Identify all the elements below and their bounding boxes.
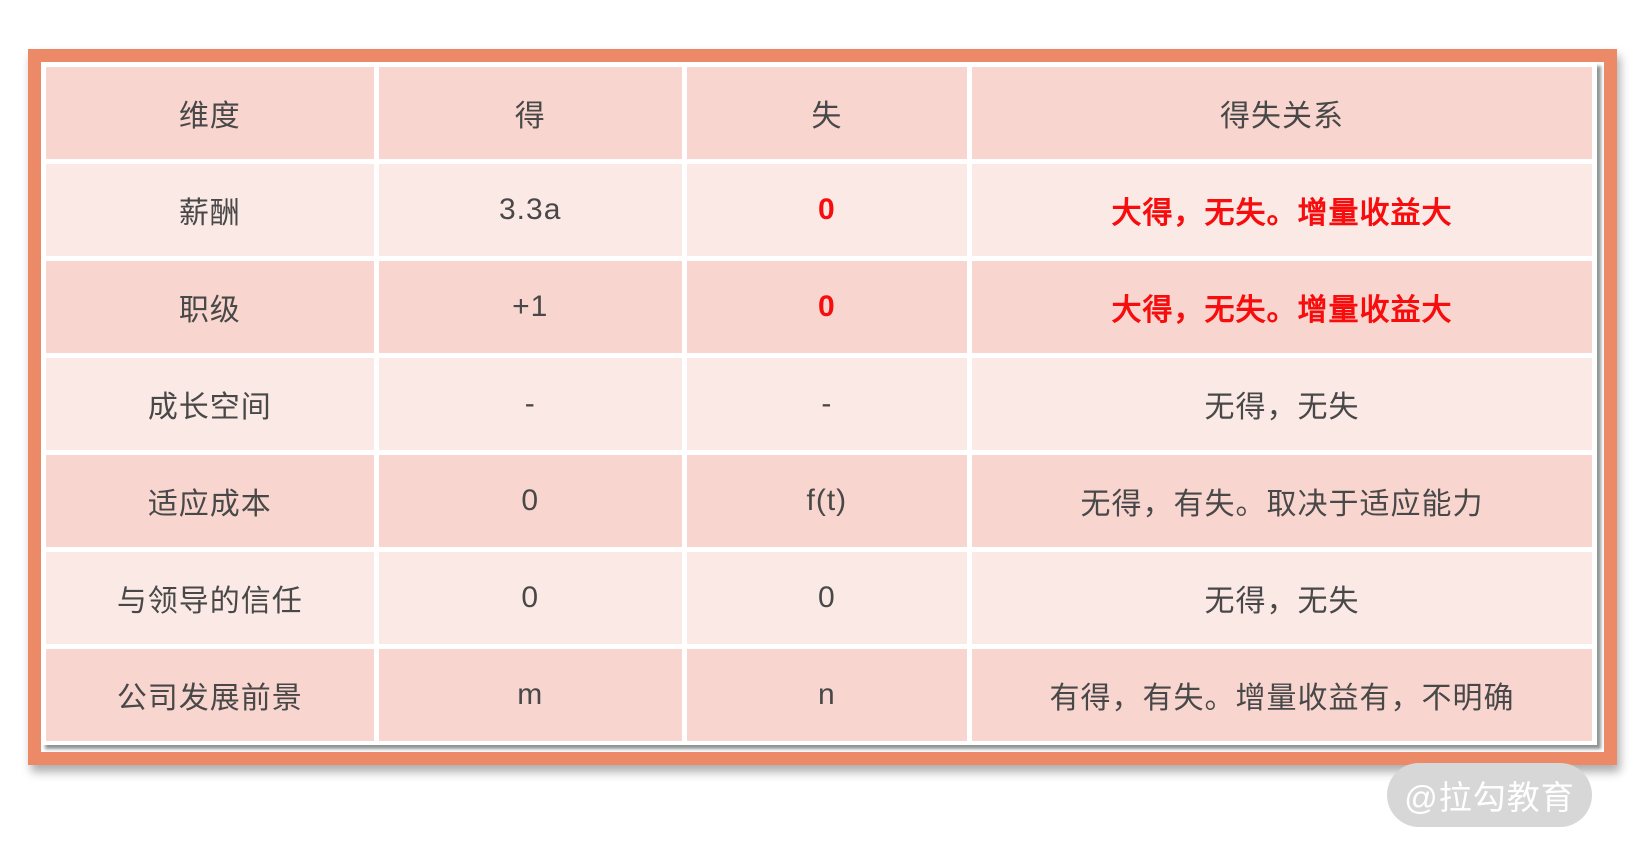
- cell-dimension: 薪酬: [46, 164, 374, 256]
- cell-dimension: 与领导的信任: [46, 552, 374, 644]
- cell-loss: 0: [686, 164, 967, 256]
- cell-gain: 3.3a: [378, 164, 682, 256]
- cell-gain: 0: [378, 552, 682, 644]
- cell-dimension: 成长空间: [46, 358, 374, 450]
- cell-loss: -: [686, 358, 967, 450]
- cell-loss: 0: [686, 552, 967, 644]
- cell-relation: 无得，有失。取决于适应能力: [971, 455, 1592, 547]
- header-loss: 失: [686, 67, 967, 159]
- watermark-badge: @拉勾教育: [1387, 763, 1592, 827]
- header-relation: 得失关系: [971, 67, 1592, 159]
- header-dimension: 维度: [46, 67, 374, 159]
- cell-loss: f(t): [686, 455, 967, 547]
- table-row-salary: 薪酬 3.3a 0 大得，无失。增量收益大: [46, 164, 1592, 256]
- cell-gain: +1: [378, 261, 682, 353]
- cell-relation: 无得，无失: [971, 358, 1592, 450]
- cell-relation: 无得，无失: [971, 552, 1592, 644]
- cell-dimension: 职级: [46, 261, 374, 353]
- cell-gain: 0: [378, 455, 682, 547]
- gain-loss-table: 维度 得 失 得失关系 薪酬 3.3a 0 大得，无失。增量收益大 职级 +1 …: [41, 62, 1597, 746]
- table-row-level: 职级 +1 0 大得，无失。增量收益大: [46, 261, 1592, 353]
- cell-loss: 0: [686, 261, 967, 353]
- header-row: 维度 得 失 得失关系: [46, 67, 1592, 159]
- table-row-trust: 与领导的信任 0 0 无得，无失: [46, 552, 1592, 644]
- table-panel: 维度 得 失 得失关系 薪酬 3.3a 0 大得，无失。增量收益大 职级 +1 …: [41, 62, 1597, 745]
- table-row-prospects: 公司发展前景 m n 有得，有失。增量收益有，不明确: [46, 649, 1592, 741]
- watermark-label: @拉勾教育: [1404, 779, 1575, 816]
- cell-loss: n: [686, 649, 967, 741]
- table-frame: 维度 得 失 得失关系 薪酬 3.3a 0 大得，无失。增量收益大 职级 +1 …: [28, 49, 1617, 765]
- cell-gain: m: [378, 649, 682, 741]
- table-row-growth: 成长空间 - - 无得，无失: [46, 358, 1592, 450]
- cell-dimension: 适应成本: [46, 455, 374, 547]
- table-row-adaptation: 适应成本 0 f(t) 无得，有失。取决于适应能力: [46, 455, 1592, 547]
- header-gain: 得: [378, 67, 682, 159]
- cell-dimension: 公司发展前景: [46, 649, 374, 741]
- cell-gain: -: [378, 358, 682, 450]
- cell-relation: 大得，无失。增量收益大: [971, 164, 1592, 256]
- cell-relation: 有得，有失。增量收益有，不明确: [971, 649, 1592, 741]
- cell-relation: 大得，无失。增量收益大: [971, 261, 1592, 353]
